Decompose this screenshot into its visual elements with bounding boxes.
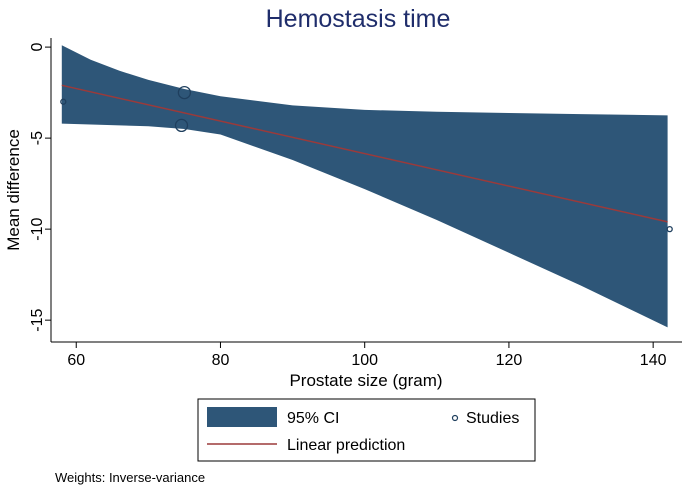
study-points: [60, 85, 673, 233]
y-axis-label: Mean difference: [4, 129, 23, 251]
study-point: [177, 85, 192, 100]
x-tick-label: 140: [640, 352, 667, 369]
y-tick-label: -10: [29, 217, 46, 240]
x-tick-label: 120: [496, 352, 523, 369]
x-axis-ticks: 60 80 100 120 140: [67, 342, 667, 369]
study-point: [60, 98, 67, 105]
study-point: [174, 118, 189, 133]
plot-area: [60, 45, 673, 328]
x-axis-label: Prostate size (gram): [289, 371, 442, 390]
legend-prediction-label: Linear prediction: [287, 437, 405, 454]
linear-prediction-line: [61, 84, 668, 223]
ci-band: [61, 45, 668, 328]
chart-title: Hemostasis time: [266, 5, 451, 33]
legend-studies-label: Studies: [466, 410, 519, 427]
y-tick-label: -5: [29, 131, 46, 145]
x-tick-label: 60: [67, 352, 85, 369]
legend: 95% CI Studies Linear prediction: [197, 398, 536, 462]
legend-ci-label: 95% CI: [287, 410, 339, 427]
study-point: [666, 225, 673, 233]
y-axis-ticks: 0 -5 -10 -15: [29, 43, 51, 332]
y-tick-label: -15: [29, 308, 46, 331]
legend-ci-swatch: [207, 407, 277, 427]
legend-studies-marker: [451, 414, 459, 422]
y-tick-label: 0: [29, 43, 46, 52]
x-tick-label: 80: [212, 352, 230, 369]
x-tick-label: 100: [351, 352, 378, 369]
weights-footnote: Weights: Inverse-variance: [55, 470, 205, 485]
